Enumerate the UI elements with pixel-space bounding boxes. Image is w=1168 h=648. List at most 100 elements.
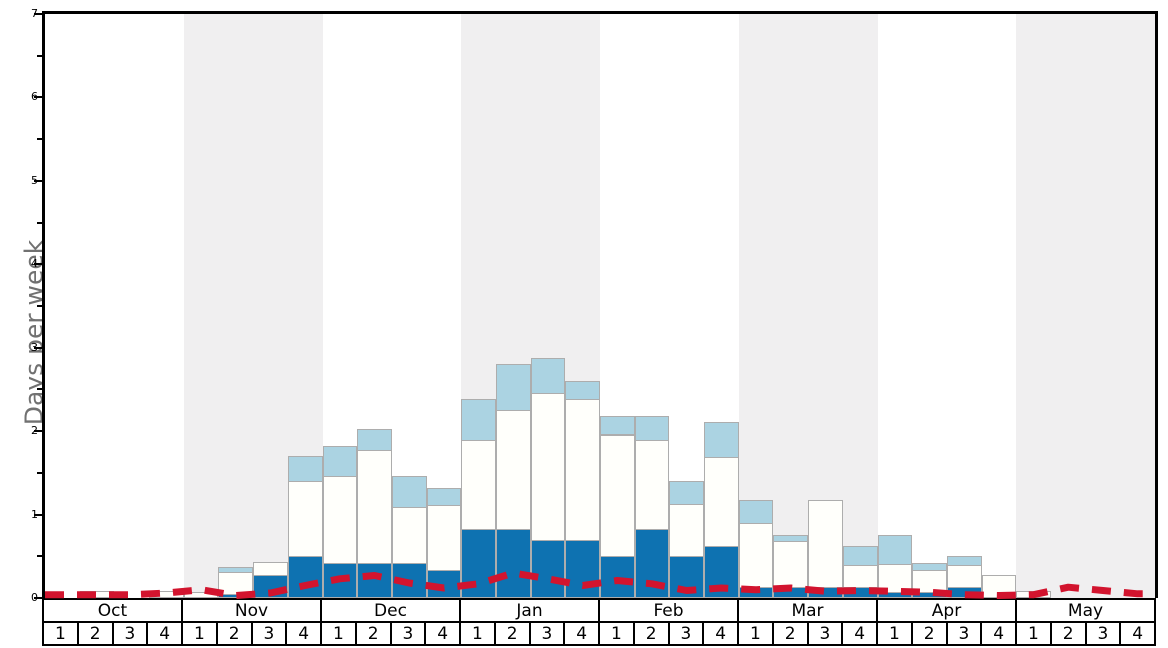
week-label: 2 [635, 623, 670, 644]
week-label: 1 [739, 623, 774, 644]
week-label: 3 [948, 623, 983, 644]
bar-light-blue [495, 363, 531, 412]
bar-light-blue [461, 398, 496, 442]
bar-light-blue [669, 481, 705, 505]
week-label: 4 [843, 623, 878, 644]
week-label: 3 [114, 623, 149, 644]
y-major-tick [34, 346, 42, 349]
y-minor-tick [37, 138, 42, 141]
week-label: 3 [392, 623, 427, 644]
week-label: 2 [1052, 623, 1087, 644]
y-major-tick [34, 597, 42, 599]
bar-light-blue [426, 487, 462, 507]
bar-white [495, 410, 531, 530]
bar-light-blue [287, 456, 323, 483]
month-label-may: May [1067, 600, 1104, 621]
month-label-oct: Oct [44, 600, 183, 621]
bar-light-blue [634, 416, 670, 441]
bar-light-blue [218, 567, 254, 574]
month-label-mar: Mar [739, 600, 878, 621]
y-minor-tick [37, 54, 42, 57]
y-major-tick [34, 179, 42, 182]
week-label: 4 [704, 623, 739, 644]
y-minor-tick [37, 471, 42, 474]
bar-white [253, 562, 288, 576]
bar-white [773, 541, 809, 589]
week-label: 1 [600, 623, 635, 644]
week-label: 1 [44, 623, 79, 644]
bar-light-blue [773, 535, 809, 543]
bar-light-blue [600, 416, 635, 436]
week-label: 3 [670, 623, 705, 644]
month-label-nov: Nov [183, 600, 322, 621]
week-label: 2 [774, 623, 809, 644]
bar-light-blue [704, 421, 739, 459]
month-label-dec: Dec [322, 600, 461, 621]
bar-white [704, 457, 739, 548]
week-label: 1 [322, 623, 357, 644]
bar-light-blue [738, 499, 774, 524]
bar-white [461, 440, 496, 530]
bar-white [287, 481, 323, 558]
bar-dark-blue [287, 556, 323, 598]
bar-light-blue [565, 381, 600, 400]
month-label-jan: Jan [461, 600, 600, 621]
y-major-tick [34, 513, 42, 516]
bar-white [322, 476, 358, 564]
bar-light-blue [842, 546, 878, 566]
week-label: 1 [1017, 623, 1052, 644]
bar-dark-blue [495, 528, 531, 598]
red-dashed-line [45, 569, 1155, 599]
week-label: 4 [1132, 623, 1144, 644]
week-label: 2 [79, 623, 114, 644]
bar-white [808, 499, 843, 589]
bar-light-blue [530, 357, 566, 394]
y-minor-tick [37, 388, 42, 391]
bar-light-blue [877, 534, 913, 565]
month-label-apr: Apr [878, 600, 1017, 621]
bar-light-blue [912, 562, 947, 571]
y-major-tick [34, 430, 42, 433]
week-label: 3 [253, 623, 288, 644]
week-label: 1 [878, 623, 913, 644]
y-major-tick [34, 13, 42, 15]
month-band-may [1016, 14, 1155, 598]
week-label: 1 [183, 623, 218, 644]
week-label: 2 [496, 623, 531, 644]
bar-light-blue [391, 476, 427, 509]
bar-white [565, 398, 600, 541]
week-label: 2 [218, 623, 253, 644]
month-row: Oct Nov Dec Jan Feb Mar Apr May [44, 600, 1154, 621]
month-label-feb: Feb [600, 600, 739, 621]
week-label: 4 [287, 623, 322, 644]
y-major-tick [34, 263, 42, 266]
week-label: 4 [148, 623, 183, 644]
week-label: 2 [357, 623, 392, 644]
bar-white [669, 503, 705, 558]
week-label: 4 [565, 623, 600, 644]
bar-white [530, 392, 566, 541]
bar-light-blue [322, 446, 358, 478]
bar-white [738, 522, 774, 589]
plot-area [42, 11, 1158, 599]
week-label: 4 [426, 623, 461, 644]
bar-dark-blue [530, 539, 566, 598]
week-label: 3 [1087, 623, 1122, 644]
bar-white [600, 434, 635, 558]
y-minor-tick [37, 305, 42, 307]
week-label: 1 [461, 623, 496, 644]
week-label: 2 [913, 623, 948, 644]
bar-white [357, 450, 392, 564]
bar-light-blue [357, 428, 392, 452]
y-minor-tick [37, 555, 42, 558]
week-label: 3 [809, 623, 844, 644]
y-minor-tick [37, 221, 42, 224]
week-label: 3 [531, 623, 566, 644]
y-major-tick [34, 96, 42, 99]
bar-dark-blue [357, 562, 392, 598]
bar-light-blue [946, 556, 982, 567]
week-label: 4 [982, 623, 1017, 644]
